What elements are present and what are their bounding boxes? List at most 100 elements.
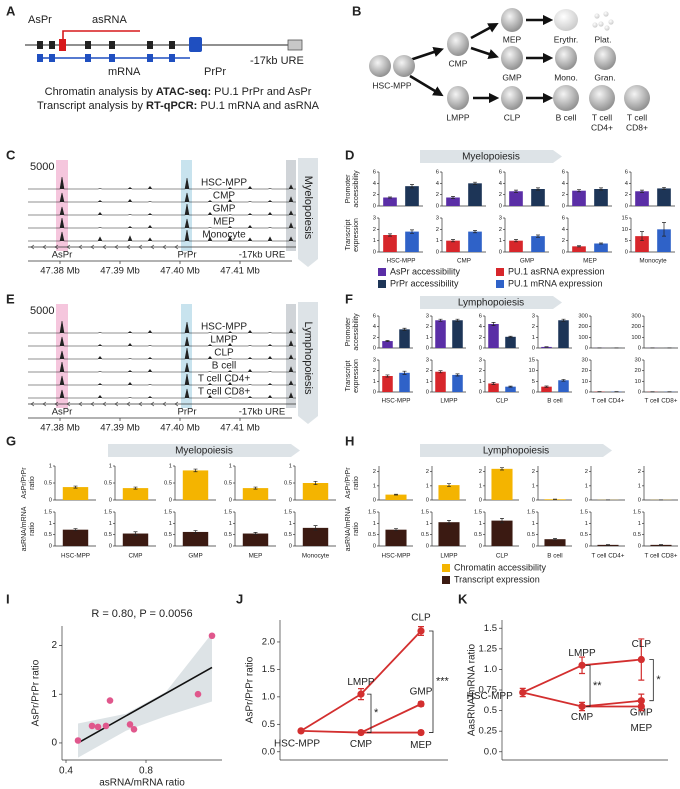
method-part: Chromatin analysis by (45, 86, 156, 98)
cell (501, 86, 523, 110)
category-label: T cell CD4+ (592, 553, 625, 560)
error-bar (388, 196, 392, 199)
gene-strand (90, 401, 95, 407)
y-tick-label: 0 (49, 498, 52, 504)
confidence-band (78, 633, 212, 758)
bar (383, 235, 397, 252)
y-tick-label: 0.0 (262, 746, 275, 757)
track-label: HSC-MPP (201, 322, 247, 333)
mrna-exon (37, 54, 43, 62)
y-tick-label: 0 (373, 250, 376, 256)
y-tick-label: 0 (426, 544, 429, 550)
y-tick-label: 10 (582, 379, 588, 385)
y-tick-label: 1 (49, 521, 52, 527)
y-tick-label: 1 (499, 238, 502, 244)
point-label: LMPP (568, 648, 596, 659)
y-tick-label: 0 (426, 346, 429, 352)
lineage-line (581, 699, 642, 708)
track-marker: -17kb URE (239, 250, 285, 261)
method-part: PU.1 PrPr and AsPr (211, 86, 312, 98)
error-bar (447, 483, 451, 487)
error-bar (313, 525, 318, 531)
gene-strand (150, 244, 155, 250)
track-marker: PrPr (178, 250, 197, 261)
y-tick-label: 1.5 (580, 510, 588, 516)
error-bar (577, 189, 581, 193)
track-signal (28, 361, 296, 373)
y-tick-label: 1.5 (368, 510, 376, 516)
y-tick-label: 2 (436, 192, 439, 198)
category-label: GMP (520, 258, 534, 265)
y-tick-label: 2 (373, 335, 376, 341)
y-tick-label: 0 (585, 390, 588, 396)
y-tick-label: 6 (562, 216, 565, 222)
y-tick-label: 0.5 (284, 481, 292, 487)
y-tick-label: 1 (479, 521, 482, 527)
bar (62, 529, 89, 546)
highlight (286, 160, 296, 251)
panel-label: K (458, 591, 468, 606)
y-tick-label: 0.75 (479, 685, 498, 696)
y-tick-label: 1 (109, 464, 112, 470)
y-tick-label: 20 (582, 368, 588, 374)
gene-strand (114, 244, 119, 250)
y-tick-label: 100 (631, 335, 641, 341)
lineage-arrow (409, 74, 444, 97)
legend-label: Transcript expression (454, 574, 540, 584)
error-bar (253, 532, 258, 536)
cell-label: LMPP (446, 112, 469, 122)
category-label: B cell (547, 553, 562, 560)
row-label: accessibility (353, 313, 360, 351)
point (578, 702, 586, 711)
y-tick-label: 3 (436, 216, 439, 222)
y-tick-label: 6 (373, 314, 376, 320)
y-tick-label: 300 (631, 314, 641, 320)
point-label: CLP (411, 613, 431, 624)
error-bar (394, 493, 398, 496)
y-tick-label: 0 (625, 204, 628, 210)
exon (85, 41, 91, 49)
genome-tick-label: 47.40 Mb (160, 423, 200, 434)
y-tick-label: 3 (499, 216, 502, 222)
bar (452, 320, 463, 348)
category-label: Monocyte (639, 258, 667, 265)
point (208, 632, 216, 640)
y-tick-label: 2 (426, 469, 429, 475)
lineage-line (360, 703, 422, 734)
bar (446, 197, 460, 206)
bar (446, 240, 460, 252)
gene-strand (30, 244, 35, 250)
bar (558, 320, 569, 348)
y-tick-label: 0.5 (164, 532, 172, 538)
cell (501, 8, 523, 32)
genome-tick-label: 47.39 Mb (100, 266, 140, 277)
error-bar (599, 187, 603, 191)
y-tick-label: 5 (625, 238, 628, 244)
bar (242, 533, 269, 546)
point (297, 727, 305, 735)
error-bar (455, 373, 460, 377)
y-tick-label: 1.5 (44, 510, 52, 516)
bar (572, 246, 586, 252)
point-label: GMP (630, 707, 653, 718)
process-label: Myelopoiesis (302, 176, 314, 240)
y-tick-label: 0 (289, 498, 292, 504)
cell (589, 85, 615, 111)
bar (452, 374, 463, 392)
bar (509, 191, 523, 206)
cell-label: CD8+ (626, 122, 648, 132)
method-part: PU.1 mRNA and asRNA (197, 100, 319, 112)
y-tick-label: 0.5 (104, 532, 112, 538)
process-banner (420, 150, 562, 163)
cell-label: Gran. (594, 72, 615, 82)
panel-label: G (6, 433, 16, 448)
y-tick-label: 6 (562, 170, 565, 176)
point (417, 700, 425, 708)
y-tick-label: 4 (562, 181, 566, 187)
cell-label: CMP (449, 58, 468, 68)
legend-swatch (442, 576, 450, 584)
y-tick-label: 0 (532, 498, 535, 504)
legend-label: Chromatin accessibility (454, 562, 547, 572)
cell (594, 46, 616, 70)
mrna-exon (169, 54, 175, 62)
